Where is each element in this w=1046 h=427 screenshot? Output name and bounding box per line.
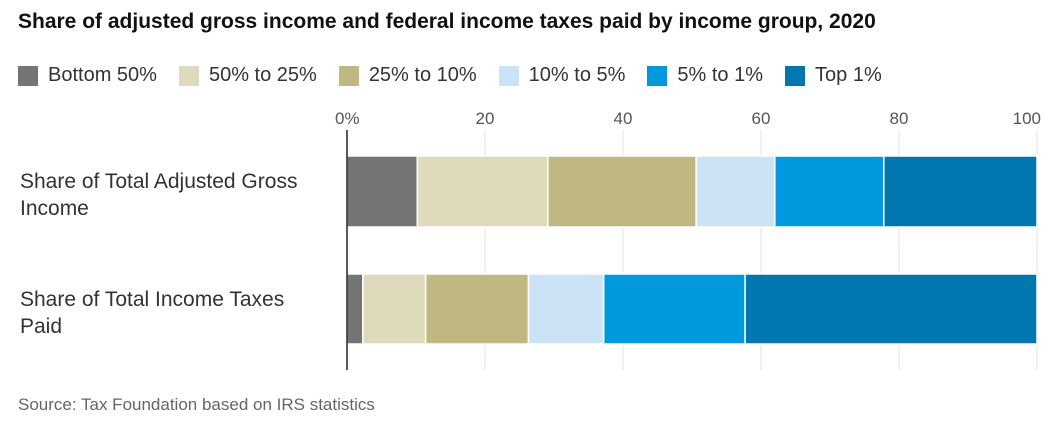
legend-swatch	[785, 65, 806, 86]
x-tick-label: 20	[476, 109, 495, 128]
category-label: Share of Total Adjusted Gross Income	[20, 170, 297, 220]
bar-segment-bottom-50pct	[346, 155, 419, 228]
legend-item-50pct-to-25pct: 50% to 25%	[178, 64, 317, 87]
bar-segment-bottom-50pct	[346, 273, 364, 345]
legend-swatch	[647, 65, 668, 86]
legend-item-top-1pct: Top 1%	[785, 64, 882, 87]
legend-swatch	[18, 65, 38, 86]
chart-title: Share of adjusted gross income and feder…	[18, 10, 876, 33]
legend-label: 50% to 25%	[208, 64, 317, 86]
legend-label: 25% to 10%	[368, 64, 477, 86]
x-tick-label: 100	[1013, 109, 1041, 128]
source-note: Source: Tax Foundation based on IRS stat…	[18, 395, 375, 414]
legend-item-25pct-to-10pct: 25% to 10%	[338, 64, 477, 87]
bar-segment-25pct-to-10pct	[547, 155, 697, 228]
bar-segment-top-1pct	[883, 155, 1038, 228]
legend-label: Bottom 50%	[48, 64, 157, 86]
bar-segment-10pct-to-5pct	[695, 155, 776, 228]
x-tick-label: 60	[752, 109, 771, 128]
x-tick-label: 40	[614, 109, 633, 128]
legend-item-5pct-to-1pct: 5% to 1%	[647, 64, 763, 87]
category-label: Share of Total Income Taxes Paid	[20, 288, 284, 338]
bar-segment-50pct-to-25pct	[416, 155, 549, 228]
x-tick-label: 80	[890, 109, 909, 128]
legend-swatch	[338, 65, 359, 86]
bar-segment-5pct-to-1pct	[602, 273, 746, 345]
legend-swatch	[178, 65, 199, 86]
legend-label: 5% to 1%	[677, 64, 764, 86]
bar-segment-5pct-to-1pct	[774, 155, 885, 228]
legend-item-10pct-to-5pct: 10% to 5%	[498, 64, 626, 87]
bar-segment-50pct-to-25pct	[362, 273, 427, 345]
legend-label: Top 1%	[815, 64, 882, 86]
legend-label: 10% to 5%	[528, 64, 626, 86]
bar-segment-10pct-to-5pct	[527, 273, 605, 345]
bar-segment-25pct-to-10pct	[424, 273, 530, 345]
x-tick-label: 0%	[335, 109, 360, 128]
bar-segment-top-1pct	[744, 273, 1038, 345]
legend: Bottom 50% 50% to 25% 25% to 10% 10% to 5% 5…	[18, 64, 904, 87]
legend-swatch	[498, 65, 519, 86]
legend-item-bottom-50pct: Bottom 50%	[18, 64, 157, 87]
